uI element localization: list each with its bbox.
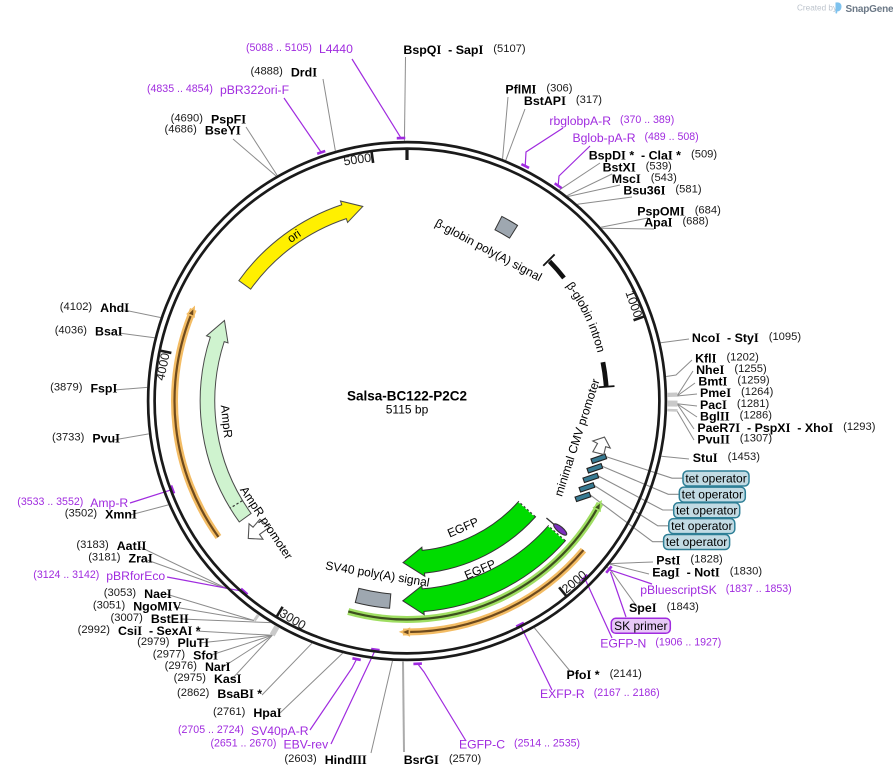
svg-text:NcoI - StyI(1095): NcoI - StyI(1095) [692, 331, 801, 345]
svg-text:tet operator: tet operator [685, 472, 746, 486]
svg-text:(2651 .. 2670)EBV-rev: (2651 .. 2670)EBV-rev [211, 737, 330, 751]
svg-text:SnapGene: SnapGene [846, 4, 893, 15]
svg-text:tet operator: tet operator [676, 503, 737, 517]
svg-text:Salsa-BC122-P2C2: Salsa-BC122-P2C2 [347, 388, 467, 403]
svg-text:5115 bp: 5115 bp [386, 402, 429, 416]
svg-text:BspQI - SapI(5107): BspQI - SapI(5107) [403, 43, 526, 57]
svg-text:(2603)​HindIII: (2603)​HindIII [284, 753, 367, 767]
svg-text:SK primer: SK primer [614, 619, 667, 633]
svg-text:Created by: Created by [797, 4, 838, 13]
svg-text:(5088 .. 5105)L4440: (5088 .. 5105)L4440 [246, 42, 353, 56]
svg-text:EXFP-R(2167 .. 2186): EXFP-R(2167 .. 2186) [540, 687, 660, 701]
svg-text:(2705 .. 2724)SV40pA-R: (2705 .. 2724)SV40pA-R [178, 724, 309, 738]
svg-text:tet operator: tet operator [666, 535, 727, 549]
svg-text:BstAPI(317): BstAPI(317) [524, 94, 602, 108]
svg-text:tet operator: tet operator [671, 519, 732, 533]
svg-text:EGFP-N(1906 .. 1927): EGFP-N(1906 .. 1927) [600, 636, 721, 650]
svg-text:(3181)​ZraI: (3181)​ZraI [88, 551, 153, 565]
svg-text:EagI - NotI(1830): EagI - NotI(1830) [652, 565, 762, 579]
svg-text:Bsu36I(581): Bsu36I(581) [623, 183, 701, 197]
svg-text:(3533 .. 3552)Amp-R: (3533 .. 3552)Amp-R [17, 496, 128, 510]
svg-text:(3051)​NgoMIV: (3051)​NgoMIV [93, 599, 182, 613]
svg-text:pBluescriptSK(1837 .. 1853): pBluescriptSK(1837 .. 1853) [640, 583, 792, 597]
svg-text:(2862)​BsaBI *: (2862)​BsaBI * [177, 687, 262, 701]
svg-text:tet operator: tet operator [682, 488, 743, 502]
svg-text:EGFP-C(2514 .. 2535): EGFP-C(2514 .. 2535) [459, 737, 580, 751]
